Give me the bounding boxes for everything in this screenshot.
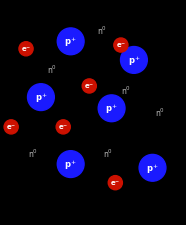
Text: p$^{+}$: p$^{+}$ [105, 102, 118, 116]
Circle shape [98, 95, 125, 122]
Circle shape [121, 47, 147, 74]
Circle shape [19, 43, 33, 56]
Text: p$^{+}$: p$^{+}$ [64, 158, 77, 171]
Text: e$^{-}$: e$^{-}$ [58, 123, 68, 132]
Text: e$^{-}$: e$^{-}$ [21, 45, 31, 54]
Text: e$^{-}$: e$^{-}$ [116, 41, 126, 50]
Circle shape [82, 80, 96, 94]
Circle shape [57, 151, 84, 178]
Text: n$^{0}$: n$^{0}$ [28, 147, 39, 159]
Text: n$^{0}$: n$^{0}$ [97, 25, 107, 37]
Circle shape [108, 176, 122, 190]
Text: e$^{-}$: e$^{-}$ [6, 123, 16, 132]
Text: n$^{0}$: n$^{0}$ [155, 106, 165, 119]
Text: n$^{0}$: n$^{0}$ [47, 64, 57, 76]
Circle shape [139, 155, 166, 181]
Text: p$^{+}$: p$^{+}$ [35, 91, 47, 104]
Circle shape [28, 84, 54, 111]
Text: p$^{+}$: p$^{+}$ [128, 54, 140, 68]
Circle shape [114, 39, 128, 53]
Circle shape [4, 120, 18, 134]
Text: e$^{-}$: e$^{-}$ [110, 178, 121, 187]
Text: p$^{+}$: p$^{+}$ [64, 35, 77, 49]
Circle shape [56, 120, 70, 134]
Text: n$^{0}$: n$^{0}$ [121, 84, 132, 97]
Circle shape [57, 29, 84, 56]
Text: n$^{0}$: n$^{0}$ [103, 147, 113, 159]
Text: p$^{+}$: p$^{+}$ [146, 161, 159, 175]
Text: e$^{-}$: e$^{-}$ [84, 82, 94, 91]
